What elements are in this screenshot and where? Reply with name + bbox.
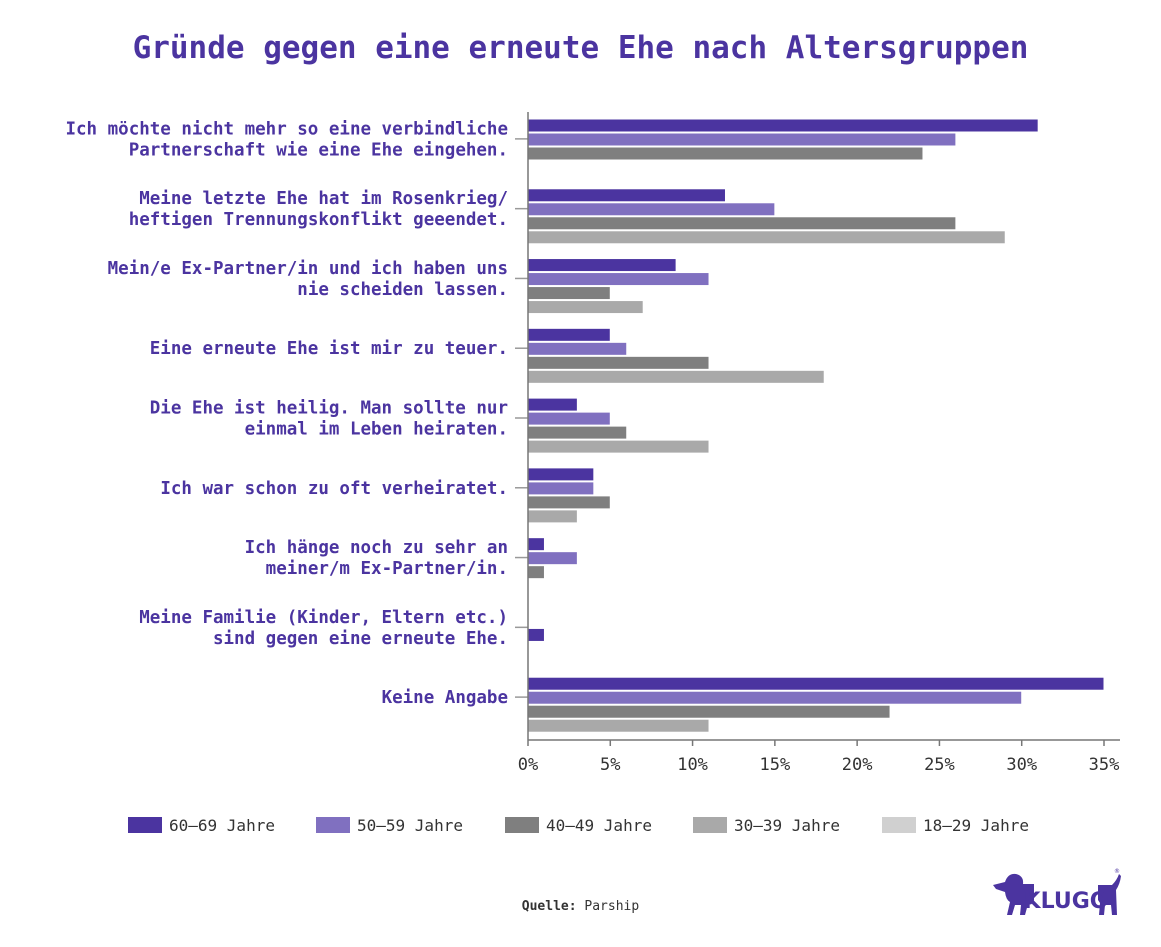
bar xyxy=(527,355,710,370)
bar xyxy=(527,258,677,273)
category-label: meiner/m Ex-Partner/in. xyxy=(266,559,508,579)
legend-label: 60–69 Jahre xyxy=(169,816,275,835)
category-label: Meine letzte Ehe hat im Rosenkrieg/ xyxy=(139,189,508,209)
bar xyxy=(527,439,710,454)
bar xyxy=(527,509,578,524)
bar xyxy=(527,425,628,440)
category-label: sind gegen eine erneute Ehe. xyxy=(213,629,508,649)
bar xyxy=(527,327,611,342)
source-note: Quelle: Parship xyxy=(0,899,1161,914)
legend-swatch xyxy=(128,817,162,833)
category-label: Ich möchte nicht mehr so eine verbindlic… xyxy=(65,119,508,139)
bar xyxy=(527,300,644,315)
category-label: heftigen Trennungskonflikt geeendet. xyxy=(129,210,508,230)
category-label: Keine Angabe xyxy=(382,688,508,708)
category-label: Eine erneute Ehe ist mir zu teuer. xyxy=(150,339,508,359)
category-label: nie scheiden lassen. xyxy=(297,280,508,300)
bar xyxy=(527,188,726,203)
legend-label: 50–59 Jahre xyxy=(357,816,463,835)
bar xyxy=(527,704,891,719)
category-label: Meine Familie (Kinder, Eltern etc.) xyxy=(139,608,508,628)
bar xyxy=(527,216,957,231)
legend-swatch xyxy=(316,817,350,833)
bar xyxy=(527,397,578,412)
x-tick-label: 30% xyxy=(1006,755,1037,775)
bar xyxy=(527,146,924,161)
x-tick-label: 20% xyxy=(842,755,873,775)
bar xyxy=(527,627,545,642)
bar xyxy=(527,286,611,301)
x-tick-label: 5% xyxy=(600,755,620,775)
source-value: Parship xyxy=(584,899,640,914)
bar xyxy=(527,118,1039,133)
source-label: Quelle: xyxy=(521,899,577,914)
bar xyxy=(527,272,710,287)
legend-swatch xyxy=(693,817,727,833)
bar xyxy=(527,411,611,426)
legend-swatch xyxy=(882,817,916,833)
category-label: Mein/e Ex-Partner/in und ich haben uns xyxy=(108,259,508,279)
bar xyxy=(527,537,545,552)
bar xyxy=(527,551,578,566)
bar xyxy=(527,481,595,496)
legend-label: 40–49 Jahre xyxy=(546,816,652,835)
x-tick-label: 25% xyxy=(924,755,955,775)
category-label: Die Ehe ist heilig. Man sollte nur xyxy=(150,399,508,419)
bar xyxy=(527,341,628,356)
chart-title: Gründe gegen eine erneute Ehe nach Alter… xyxy=(132,30,1029,66)
bar xyxy=(527,676,1105,691)
bar xyxy=(527,230,1006,245)
legend-label: 30–39 Jahre xyxy=(734,816,840,835)
bar xyxy=(527,467,595,482)
bar xyxy=(527,495,611,510)
bar xyxy=(527,565,545,580)
category-label: einmal im Leben heiraten. xyxy=(245,420,508,440)
bar xyxy=(527,369,825,384)
category-label: Partnerschaft wie eine Ehe eingehen. xyxy=(129,140,508,160)
x-tick-label: 15% xyxy=(759,755,790,775)
category-label: Ich war schon zu oft verheiratet. xyxy=(160,479,508,499)
bar xyxy=(527,202,776,217)
x-tick-label: 0% xyxy=(518,755,538,775)
legend-swatch xyxy=(505,817,539,833)
x-tick-label: 35% xyxy=(1089,755,1120,775)
bar xyxy=(527,132,957,147)
legend-label: 18–29 Jahre xyxy=(923,816,1029,835)
bar xyxy=(527,690,1023,705)
x-tick-label: 10% xyxy=(677,755,708,775)
bar xyxy=(527,718,710,733)
category-label: Ich hänge noch zu sehr an xyxy=(245,538,508,558)
